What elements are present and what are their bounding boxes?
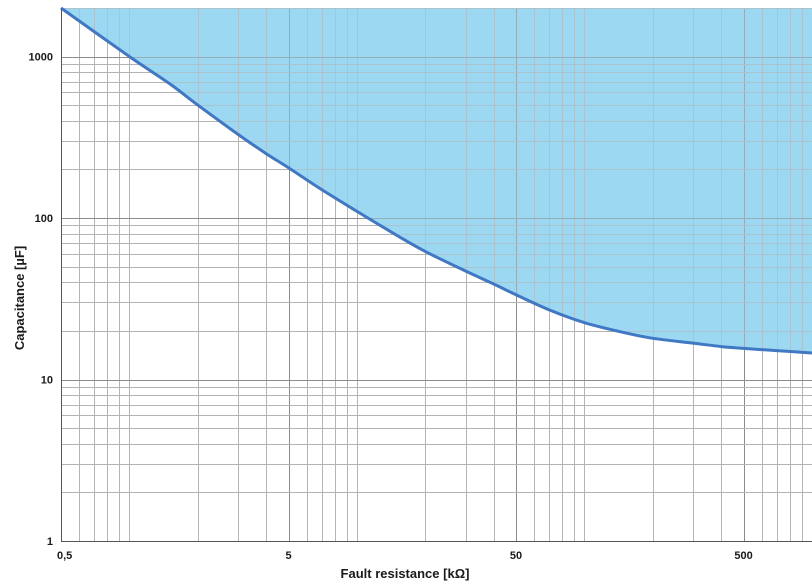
y-tick-label: 1000 [29, 52, 53, 64]
x-tick-label: 5 [285, 550, 291, 562]
fault-region-fill [61, 8, 812, 353]
grid-overlay [61, 8, 812, 542]
y-tick-label: 100 [35, 213, 53, 225]
y-axis-title: Capacitance [µF] [12, 246, 27, 350]
y-tick-label: 10 [41, 375, 53, 387]
y-tick-label: 1 [47, 536, 53, 548]
x-tick-label: 0,5 [57, 550, 72, 562]
y-tick-labels: 1 10 100 1000 [29, 52, 53, 548]
x-tick-label: 50 [510, 550, 522, 562]
x-axis-title: Fault resistance [kΩ] [341, 566, 470, 581]
capacitance-curve [60, 6, 812, 355]
x-tick-labels: 0,5 5 50 500 [57, 550, 753, 562]
x-tick-label: 500 [734, 550, 752, 562]
